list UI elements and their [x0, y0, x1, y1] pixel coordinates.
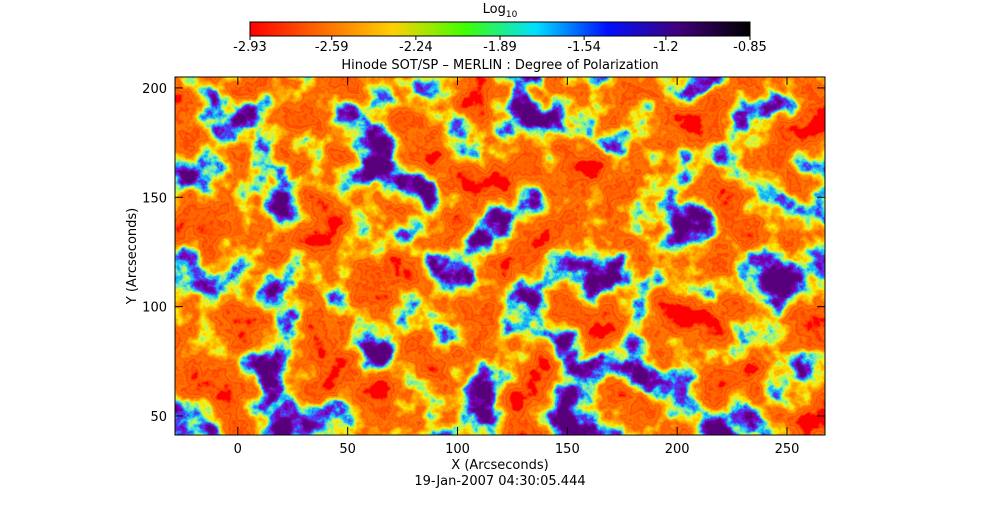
x-tick-label: 100	[445, 442, 470, 457]
colorbar-label-subscript: 10	[506, 10, 518, 20]
x-tick-label: 200	[665, 442, 690, 457]
x-tick-label: 50	[339, 442, 356, 457]
y-axis-label: Y (Arcseconds)	[125, 208, 140, 305]
timestamp: 19-Jan-2007 04:30:05.444	[414, 474, 585, 489]
y-tick-label: 150	[142, 191, 167, 206]
colorbar-tick-label: -1.2	[653, 40, 678, 55]
x-tick-label: 150	[555, 442, 580, 457]
colorbar-tick-label: -2.59	[315, 40, 349, 55]
x-tick-label: 0	[234, 442, 242, 457]
chart-title: Hinode SOT/SP – MERLIN : Degree of Polar…	[341, 58, 658, 73]
colorbar-tick-label: -2.93	[233, 40, 267, 55]
colorbar-tick-label: -1.89	[483, 40, 517, 55]
colorbar-label-text: Log	[483, 2, 506, 17]
colorbar-tick-label: -0.85	[733, 40, 767, 55]
colorbar	[249, 21, 751, 37]
colorbar-label: Log10	[483, 2, 518, 20]
polarization-map	[175, 77, 825, 435]
y-tick-label: 200	[142, 82, 167, 97]
x-axis-label: X (Arcseconds)	[451, 458, 548, 473]
colorbar-tick-label: -2.24	[399, 40, 433, 55]
colorbar-tick-label: -1.54	[567, 40, 601, 55]
y-tick-label: 50	[150, 410, 167, 425]
x-tick-label: 250	[775, 442, 800, 457]
y-tick-label: 100	[142, 301, 167, 316]
plot-frame	[174, 76, 826, 436]
